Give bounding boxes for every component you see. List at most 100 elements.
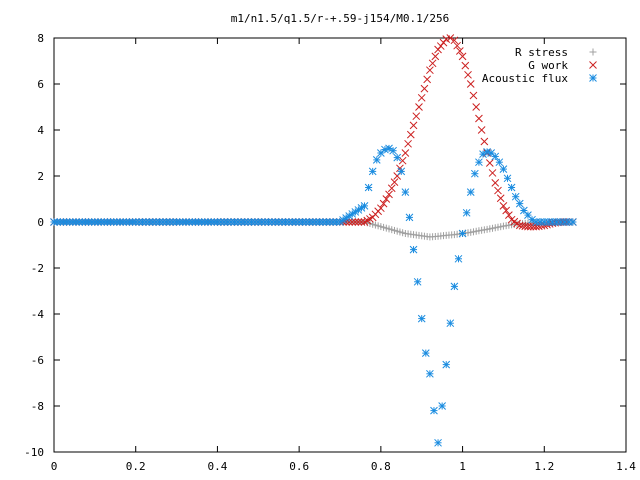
data-point <box>417 314 426 323</box>
data-point <box>475 114 483 123</box>
plot-frame <box>53 37 627 453</box>
x-tick-label: 0 <box>51 460 58 473</box>
data-point <box>464 70 472 79</box>
data-point <box>458 52 467 61</box>
data-point <box>458 229 467 238</box>
data-point <box>494 186 502 195</box>
data-point <box>524 222 532 231</box>
data-point <box>496 194 505 203</box>
data-point <box>485 159 494 167</box>
data-point <box>420 84 429 93</box>
y-tick-label: -8 <box>31 400 44 413</box>
data-point <box>477 126 486 134</box>
data-point <box>466 80 475 88</box>
y-tick-label: 8 <box>37 32 44 45</box>
data-point <box>348 218 357 226</box>
data-point <box>368 167 377 176</box>
data-point <box>466 188 475 196</box>
y-tick-label: 2 <box>37 170 44 183</box>
y-tick-label: -2 <box>31 262 44 275</box>
data-point <box>404 139 412 148</box>
legend-label: Acoustic flux <box>482 72 568 85</box>
data-point <box>389 146 397 155</box>
data-point <box>401 149 410 157</box>
data-point <box>461 61 470 70</box>
data-point <box>442 360 451 369</box>
data-point <box>393 153 402 162</box>
data-point <box>462 208 471 217</box>
data-point <box>505 211 513 219</box>
legend-label: R stress <box>515 46 568 59</box>
data-point <box>475 158 483 167</box>
data-point <box>360 202 369 210</box>
series-3 <box>50 144 577 447</box>
data-point <box>491 152 500 161</box>
data-point <box>526 222 535 231</box>
data-point <box>472 103 481 111</box>
data-point <box>415 103 423 111</box>
data-point <box>515 199 524 208</box>
data-point <box>446 319 455 328</box>
data-point <box>488 169 497 177</box>
data-point <box>446 34 455 42</box>
data-point <box>406 130 415 139</box>
data-point <box>423 75 432 84</box>
data-point <box>398 156 407 165</box>
data-point <box>469 91 478 100</box>
x-tick-label: 1.4 <box>616 460 636 473</box>
data-point <box>436 42 445 50</box>
data-point <box>439 38 448 47</box>
data-point <box>470 169 479 178</box>
data-point <box>397 167 406 176</box>
y-tick-label: -6 <box>31 354 44 367</box>
legend-label: G work <box>528 59 568 72</box>
data-point <box>401 188 410 196</box>
series-2 <box>50 34 577 231</box>
data-point <box>413 277 422 286</box>
data-point <box>390 178 399 186</box>
data-point <box>385 190 393 199</box>
data-point <box>426 369 434 378</box>
data-point <box>569 218 577 226</box>
data-point <box>454 254 463 263</box>
x-tick-label: 1 <box>459 460 466 473</box>
data-point <box>357 218 366 226</box>
data-point <box>377 204 385 213</box>
legend-marker <box>589 48 597 56</box>
data-point <box>507 183 516 192</box>
data-point <box>480 137 489 146</box>
data-marks <box>50 34 577 447</box>
legend-marker <box>589 61 597 69</box>
y-tick-label: 0 <box>37 216 44 229</box>
data-point <box>351 218 360 226</box>
y-tick-label: 4 <box>37 124 44 137</box>
data-point <box>450 36 459 45</box>
data-point <box>426 66 434 75</box>
data-point <box>499 202 508 210</box>
y-tick-label: -4 <box>31 308 45 321</box>
data-point <box>438 402 446 410</box>
data-point <box>405 213 414 222</box>
data-point <box>409 245 418 254</box>
data-point <box>499 165 508 173</box>
x-tick-label: 0.2 <box>126 460 146 473</box>
data-point <box>502 206 511 215</box>
data-point <box>364 183 373 192</box>
data-point <box>387 184 396 193</box>
axis-ticks: 0 0.2 0.4 0.6 0.8 1 1.2 1.4 8 6 4 2 0 -2 -4 -6 -8 -10 <box>24 32 636 473</box>
data-point <box>434 438 442 447</box>
data-point <box>450 282 459 291</box>
data-point <box>417 93 426 102</box>
data-point <box>345 218 354 226</box>
data-point <box>428 59 437 68</box>
data-point <box>354 218 363 226</box>
data-point <box>491 179 500 187</box>
data-point <box>453 41 461 50</box>
data-point <box>379 199 388 208</box>
data-point <box>511 192 520 201</box>
data-point <box>382 195 391 203</box>
x-tick-label: 1.2 <box>534 460 554 473</box>
x-tick-label: 0.6 <box>289 460 309 473</box>
chart-title: m1/n1.5/q1.5/r-+.59-j154/M0.1/256 <box>231 12 450 25</box>
